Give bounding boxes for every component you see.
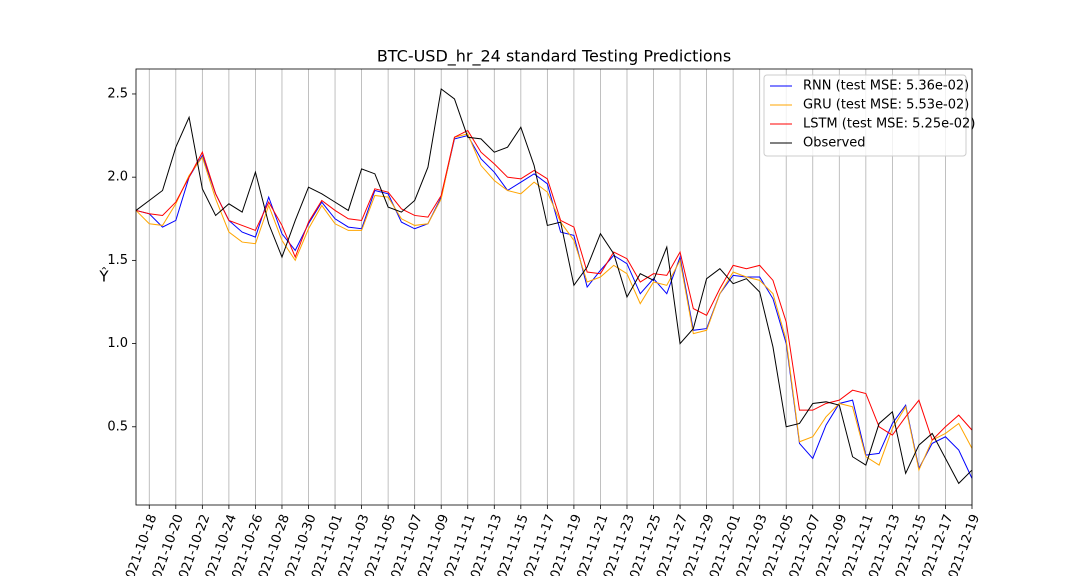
series-line — [135, 133, 973, 472]
legend-box — [763, 74, 967, 157]
chart-title: BTC-USD_hr_24 standard Testing Predictio… — [377, 47, 731, 67]
legend-label: RNN (test MSE: 5.36e-02) — [803, 79, 969, 94]
y-tick-label: 2.0 — [107, 170, 128, 185]
legend: RNN (test MSE: 5.36e-02) GRU (test MSE: 5… — [763, 74, 975, 157]
legend-label: GRU (test MSE: 5.53e-02) — [803, 98, 969, 113]
y-axis-label: Ŷ — [98, 267, 109, 286]
series-line — [135, 88, 973, 485]
y-tick-label: 0.5 — [107, 419, 128, 434]
series-line — [135, 129, 973, 442]
plot-frame — [135, 68, 973, 506]
legend-label: Observed — [803, 136, 866, 151]
y-tick-label: 2.5 — [107, 86, 128, 101]
y-tick-label: 1.0 — [107, 336, 128, 351]
y-tick-label: 1.5 — [107, 253, 128, 268]
legend-label: LSTM (test MSE: 5.25e-02) — [803, 117, 975, 132]
